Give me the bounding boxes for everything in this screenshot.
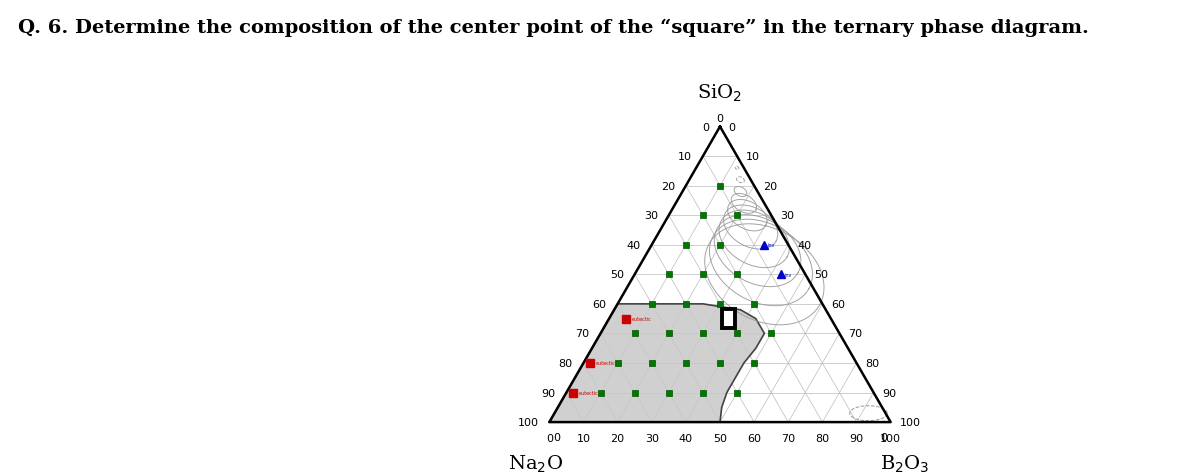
Text: 0: 0 <box>553 432 559 442</box>
Text: 0: 0 <box>716 114 724 124</box>
Text: eutectic: eutectic <box>595 361 616 366</box>
Text: 20: 20 <box>661 181 674 191</box>
Text: B$_2$O$_3$: B$_2$O$_3$ <box>880 453 929 474</box>
Text: eutectic: eutectic <box>578 390 598 395</box>
Text: inv: inv <box>768 243 775 248</box>
Text: eutectic: eutectic <box>631 317 652 321</box>
Text: 100: 100 <box>517 417 539 427</box>
Text: 20: 20 <box>763 181 776 191</box>
Text: 0: 0 <box>546 433 553 443</box>
Text: 40: 40 <box>626 240 641 250</box>
Text: 80: 80 <box>815 433 829 443</box>
Text: SiO$_2$: SiO$_2$ <box>697 82 743 103</box>
Text: 90: 90 <box>850 433 864 443</box>
Text: 50: 50 <box>713 433 727 443</box>
Text: 90: 90 <box>882 388 896 397</box>
Text: 30: 30 <box>780 211 794 221</box>
Text: 10: 10 <box>746 152 760 162</box>
Text: 30: 30 <box>644 211 658 221</box>
Text: 70: 70 <box>576 329 589 339</box>
Polygon shape <box>550 304 764 422</box>
Text: 90: 90 <box>541 388 556 397</box>
Text: 60: 60 <box>832 299 845 309</box>
Text: 0: 0 <box>728 122 736 132</box>
Text: 30: 30 <box>644 433 659 443</box>
Text: 0: 0 <box>702 122 709 132</box>
Text: 10: 10 <box>678 152 692 162</box>
Text: 50: 50 <box>814 270 828 280</box>
Text: 40: 40 <box>679 433 692 443</box>
Text: 80: 80 <box>865 358 880 368</box>
Text: 0: 0 <box>881 432 887 442</box>
Text: Q. 6. Determine the composition of the center point of the “square” in the terna: Q. 6. Determine the composition of the c… <box>18 19 1088 37</box>
Text: inv: inv <box>785 272 792 277</box>
Text: 70: 70 <box>781 433 796 443</box>
Text: 60: 60 <box>748 433 761 443</box>
Text: 80: 80 <box>558 358 572 368</box>
Text: 100: 100 <box>880 433 901 443</box>
Text: 20: 20 <box>611 433 625 443</box>
Text: 10: 10 <box>576 433 590 443</box>
Text: Na$_2$O: Na$_2$O <box>508 453 563 474</box>
Bar <box>721 309 736 328</box>
Text: 60: 60 <box>593 299 607 309</box>
Text: 70: 70 <box>848 329 863 339</box>
Text: 100: 100 <box>899 417 920 427</box>
Text: 50: 50 <box>610 270 624 280</box>
Text: 40: 40 <box>797 240 811 250</box>
